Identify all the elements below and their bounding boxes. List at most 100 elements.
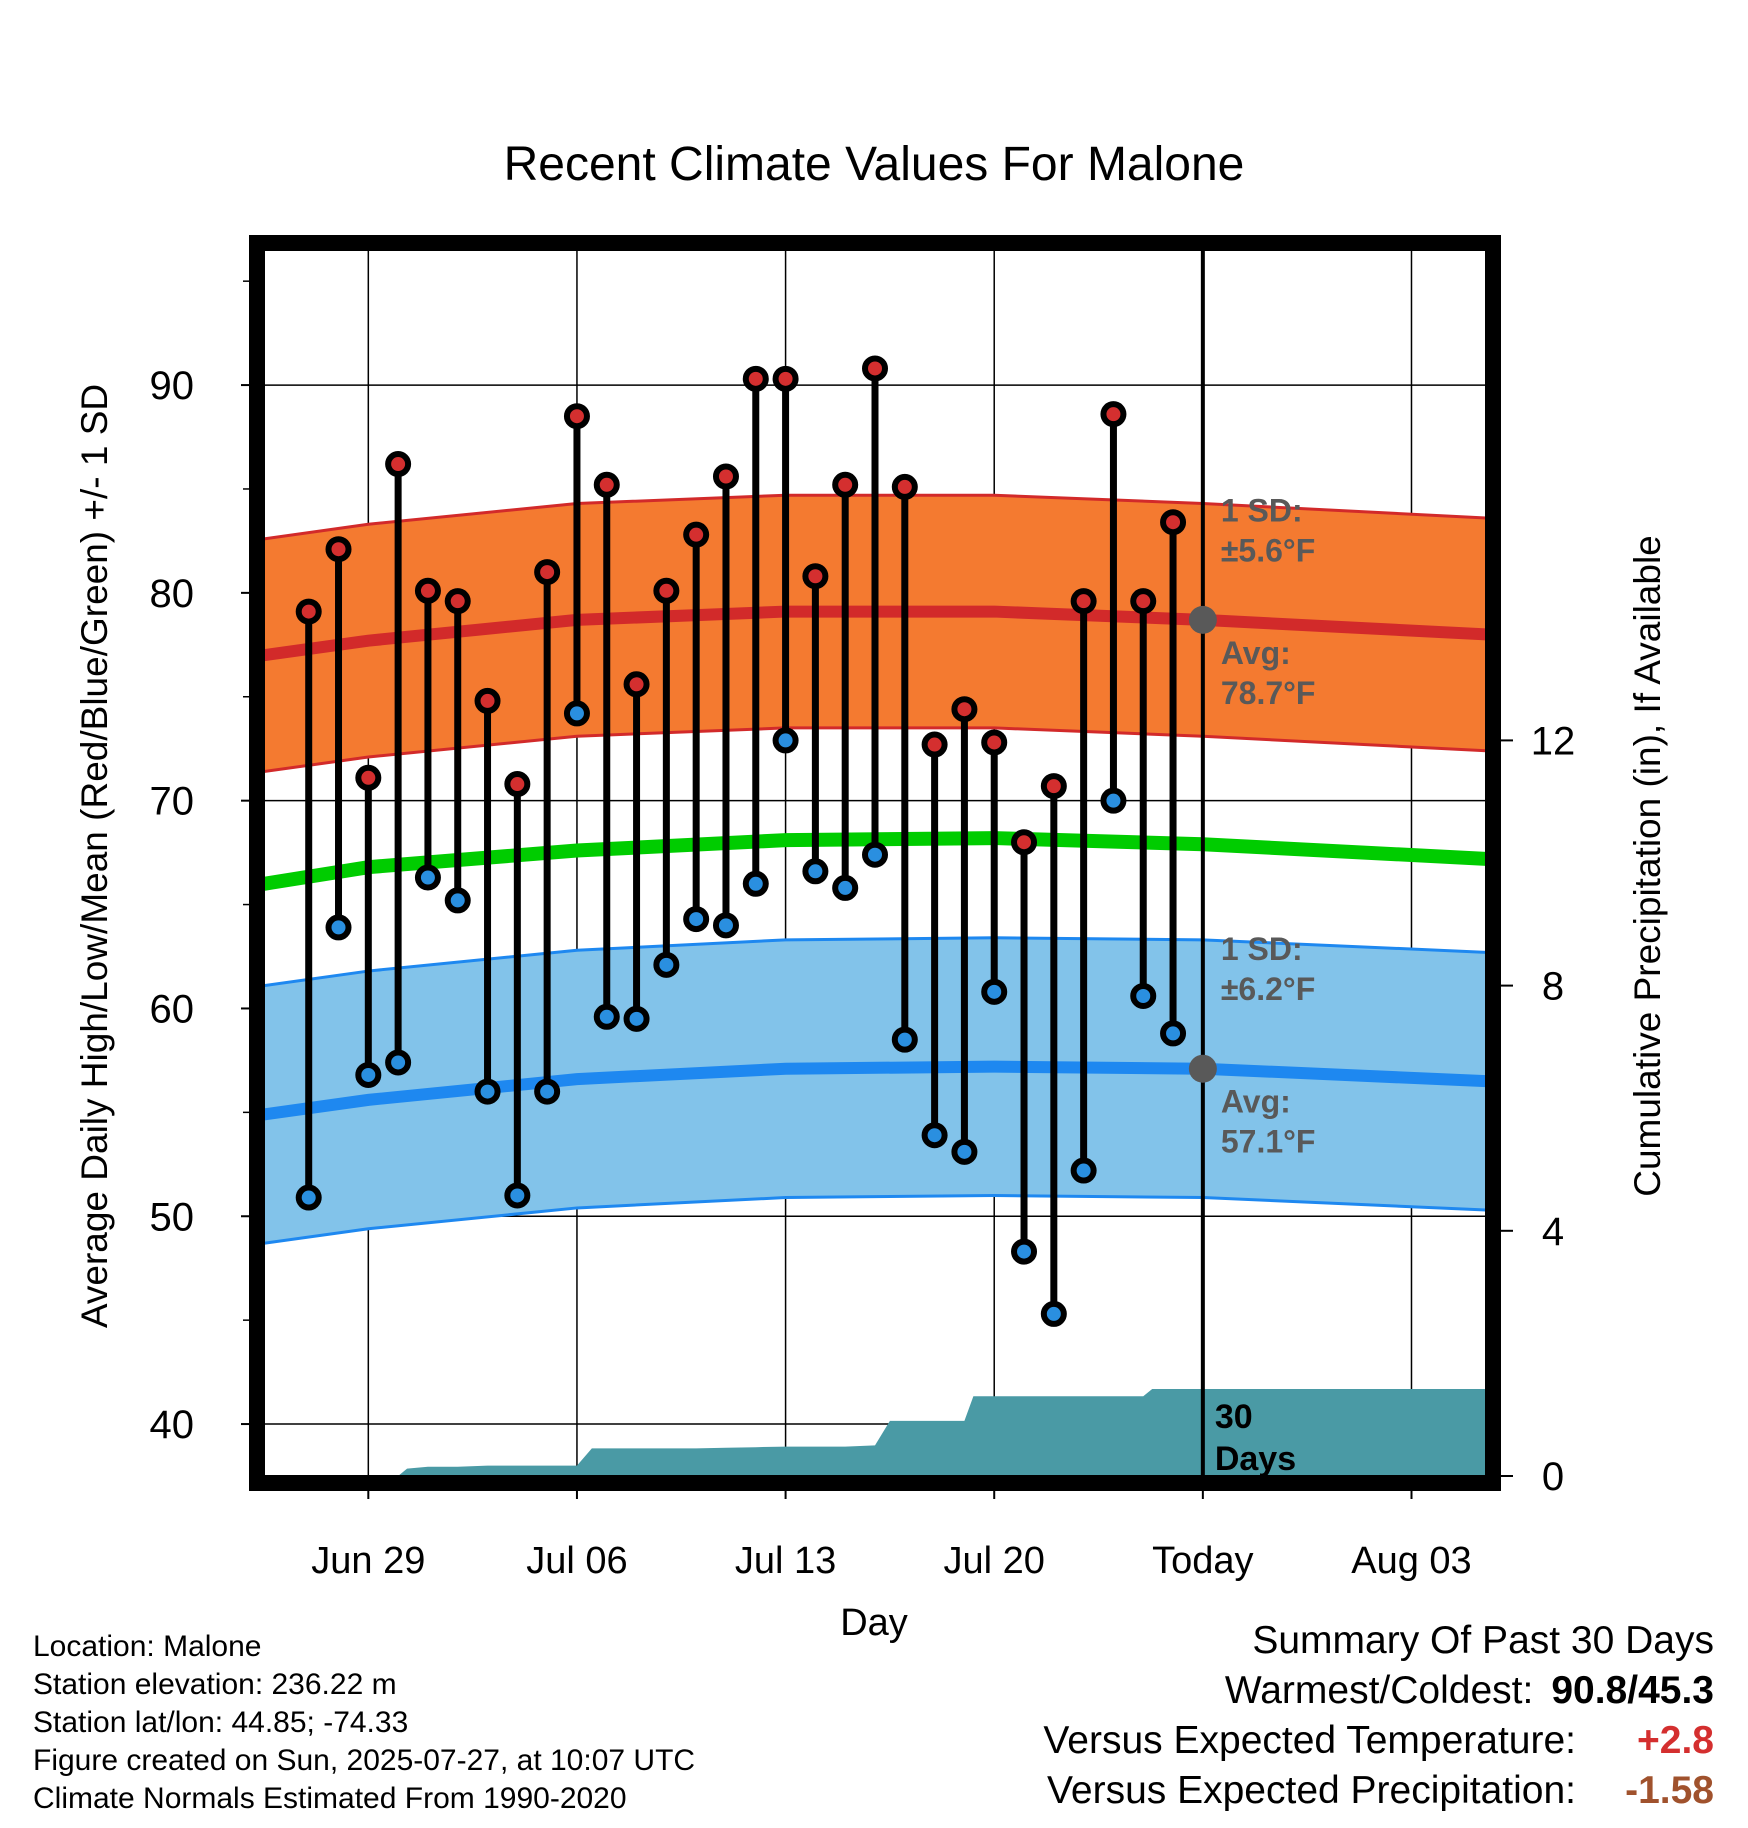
x-tick-label: Jun 29 xyxy=(311,1540,425,1582)
temp-label: Versus Expected Temperature: xyxy=(1043,1719,1576,1762)
low-temp-point xyxy=(653,951,680,978)
low-sd-value: ±6.2°F xyxy=(1221,971,1315,1007)
y2-tick-label: 0 xyxy=(1542,1455,1564,1499)
high-temp-point xyxy=(325,536,352,563)
y2-tick-label: 12 xyxy=(1531,719,1576,763)
precipitation-fill xyxy=(264,1388,1486,1476)
y2-axis-label: Cumulative Precipitation (in), If Availa… xyxy=(1627,535,1668,1197)
chart-title: Recent Climate Values For Malone xyxy=(504,138,1245,191)
low-temp-point xyxy=(563,700,590,727)
high-temp-point xyxy=(623,671,650,698)
y-tick-label: 50 xyxy=(150,1195,195,1239)
x-tick-label: Jul 20 xyxy=(944,1540,1045,1582)
high-temp-point xyxy=(504,771,531,798)
high-temp-point xyxy=(444,588,471,615)
high-temp-point xyxy=(832,471,859,498)
precip-label: Versus Expected Precipitation: xyxy=(1047,1769,1576,1812)
low-temp-point xyxy=(1011,1238,1038,1265)
low-temp-point xyxy=(355,1061,382,1088)
low-temp-point xyxy=(921,1122,948,1149)
days-count-label: 30 xyxy=(1215,1398,1253,1436)
low-temp-point xyxy=(802,858,829,885)
daily-range-stems xyxy=(295,355,1187,1327)
x-tick-label: Aug 03 xyxy=(1351,1540,1471,1582)
high-temp-point xyxy=(593,471,620,498)
high-temp-point xyxy=(653,577,680,604)
high-temp-point xyxy=(891,473,918,500)
today-high-average-dot xyxy=(1188,605,1217,634)
y-tick-label: 40 xyxy=(150,1403,195,1447)
high-temp-point xyxy=(981,729,1008,756)
low-avg-value: 57.1°F xyxy=(1221,1124,1316,1160)
y-tick-label: 90 xyxy=(150,364,195,408)
high-sd-label: 1 SD: xyxy=(1221,493,1303,529)
low-temp-point xyxy=(891,1026,918,1053)
high-temp-point xyxy=(1011,829,1038,856)
low-temp-point xyxy=(1040,1300,1067,1327)
high-sd-value: ±5.6°F xyxy=(1221,533,1315,569)
low-temp-point xyxy=(593,1003,620,1030)
high-temp-point xyxy=(772,365,799,392)
low-temp-point xyxy=(951,1138,978,1165)
annotations: 1 SD: ±5.6°F Avg: 78.7°F 1 SD: ±6.2°F Avg: 57.1… xyxy=(1188,493,1316,1478)
high-temp-point xyxy=(742,365,769,392)
low-temp-point xyxy=(1070,1157,1097,1184)
high-temp-point xyxy=(862,355,888,382)
high-temp-point xyxy=(951,696,978,723)
high-temp-point xyxy=(295,598,322,625)
summary-title: Summary Of Past 30 Days xyxy=(1252,1619,1714,1662)
station-info: Location: Malone Station elevation: 236.… xyxy=(33,1628,695,1818)
low-temp-point xyxy=(832,874,859,901)
y2-tick-label: 4 xyxy=(1542,1210,1564,1254)
high-temp-point xyxy=(534,559,561,586)
low-avg-label: Avg: xyxy=(1221,1084,1291,1120)
high-temp-point xyxy=(563,403,590,430)
high-temp-point xyxy=(1100,401,1127,428)
axes: 40 50 60 70 80 90 0 4 8 12 Jun 29 Jul 06 Jul 13 Jul 2… xyxy=(150,280,1576,1582)
y-axis-label: Average Daily High/Low/Mean (Red/Blue/Gr… xyxy=(74,384,115,1328)
low-temp-point xyxy=(414,864,441,891)
low-temp-point xyxy=(742,870,769,897)
high-temp-point xyxy=(802,563,829,590)
high-temp-point xyxy=(414,577,441,604)
low-temp-point xyxy=(1130,982,1157,1009)
low-temp-point xyxy=(534,1078,561,1105)
low-temp-point xyxy=(683,906,710,933)
high-temp-point xyxy=(1160,509,1187,536)
info-normals: Climate Normals Estimated From 1990-2020 xyxy=(33,1782,627,1815)
plot-frame xyxy=(249,235,1501,1491)
high-temp-point xyxy=(355,764,382,791)
x-axis-label: Day xyxy=(840,1602,908,1644)
low-sd-band xyxy=(264,937,1486,1244)
high-temp-point xyxy=(921,731,948,758)
high-avg-label: Avg: xyxy=(1221,635,1291,671)
low-temp-point xyxy=(474,1078,501,1105)
x-tick-label: Jul 06 xyxy=(526,1540,627,1582)
high-avg-value: 78.7°F xyxy=(1221,675,1316,711)
info-latlon: Station lat/lon: 44.85; -74.33 xyxy=(33,1706,409,1739)
precipitation-area xyxy=(264,1388,1486,1476)
low-temp-point xyxy=(1160,1020,1187,1047)
high-temp-point xyxy=(1040,773,1067,800)
low-temp-point xyxy=(504,1182,531,1209)
low-temp-point xyxy=(295,1184,322,1211)
high-temp-point xyxy=(1070,588,1097,615)
days-unit-label: Days xyxy=(1215,1440,1296,1478)
low-temp-point xyxy=(981,978,1008,1005)
low-temp-point xyxy=(862,841,888,868)
x-tick-label: Jul 13 xyxy=(735,1540,836,1582)
low-sd-label: 1 SD: xyxy=(1221,931,1303,967)
low-temp-point xyxy=(444,887,471,914)
y-tick-label: 60 xyxy=(150,987,195,1031)
precip-value: -1.58 xyxy=(1625,1769,1714,1812)
low-temp-point xyxy=(623,1005,650,1032)
low-temp-point xyxy=(385,1049,412,1076)
info-location: Location: Malone xyxy=(33,1630,262,1663)
summary-temp: Versus Expected Temperature: +2.8 xyxy=(814,1716,1714,1766)
high-temp-point xyxy=(1130,588,1157,615)
low-temp-point xyxy=(712,912,739,939)
high-temp-point xyxy=(683,521,710,548)
high-temp-point xyxy=(385,451,412,478)
warm-cold-value: 90.8/45.3 xyxy=(1551,1669,1714,1712)
